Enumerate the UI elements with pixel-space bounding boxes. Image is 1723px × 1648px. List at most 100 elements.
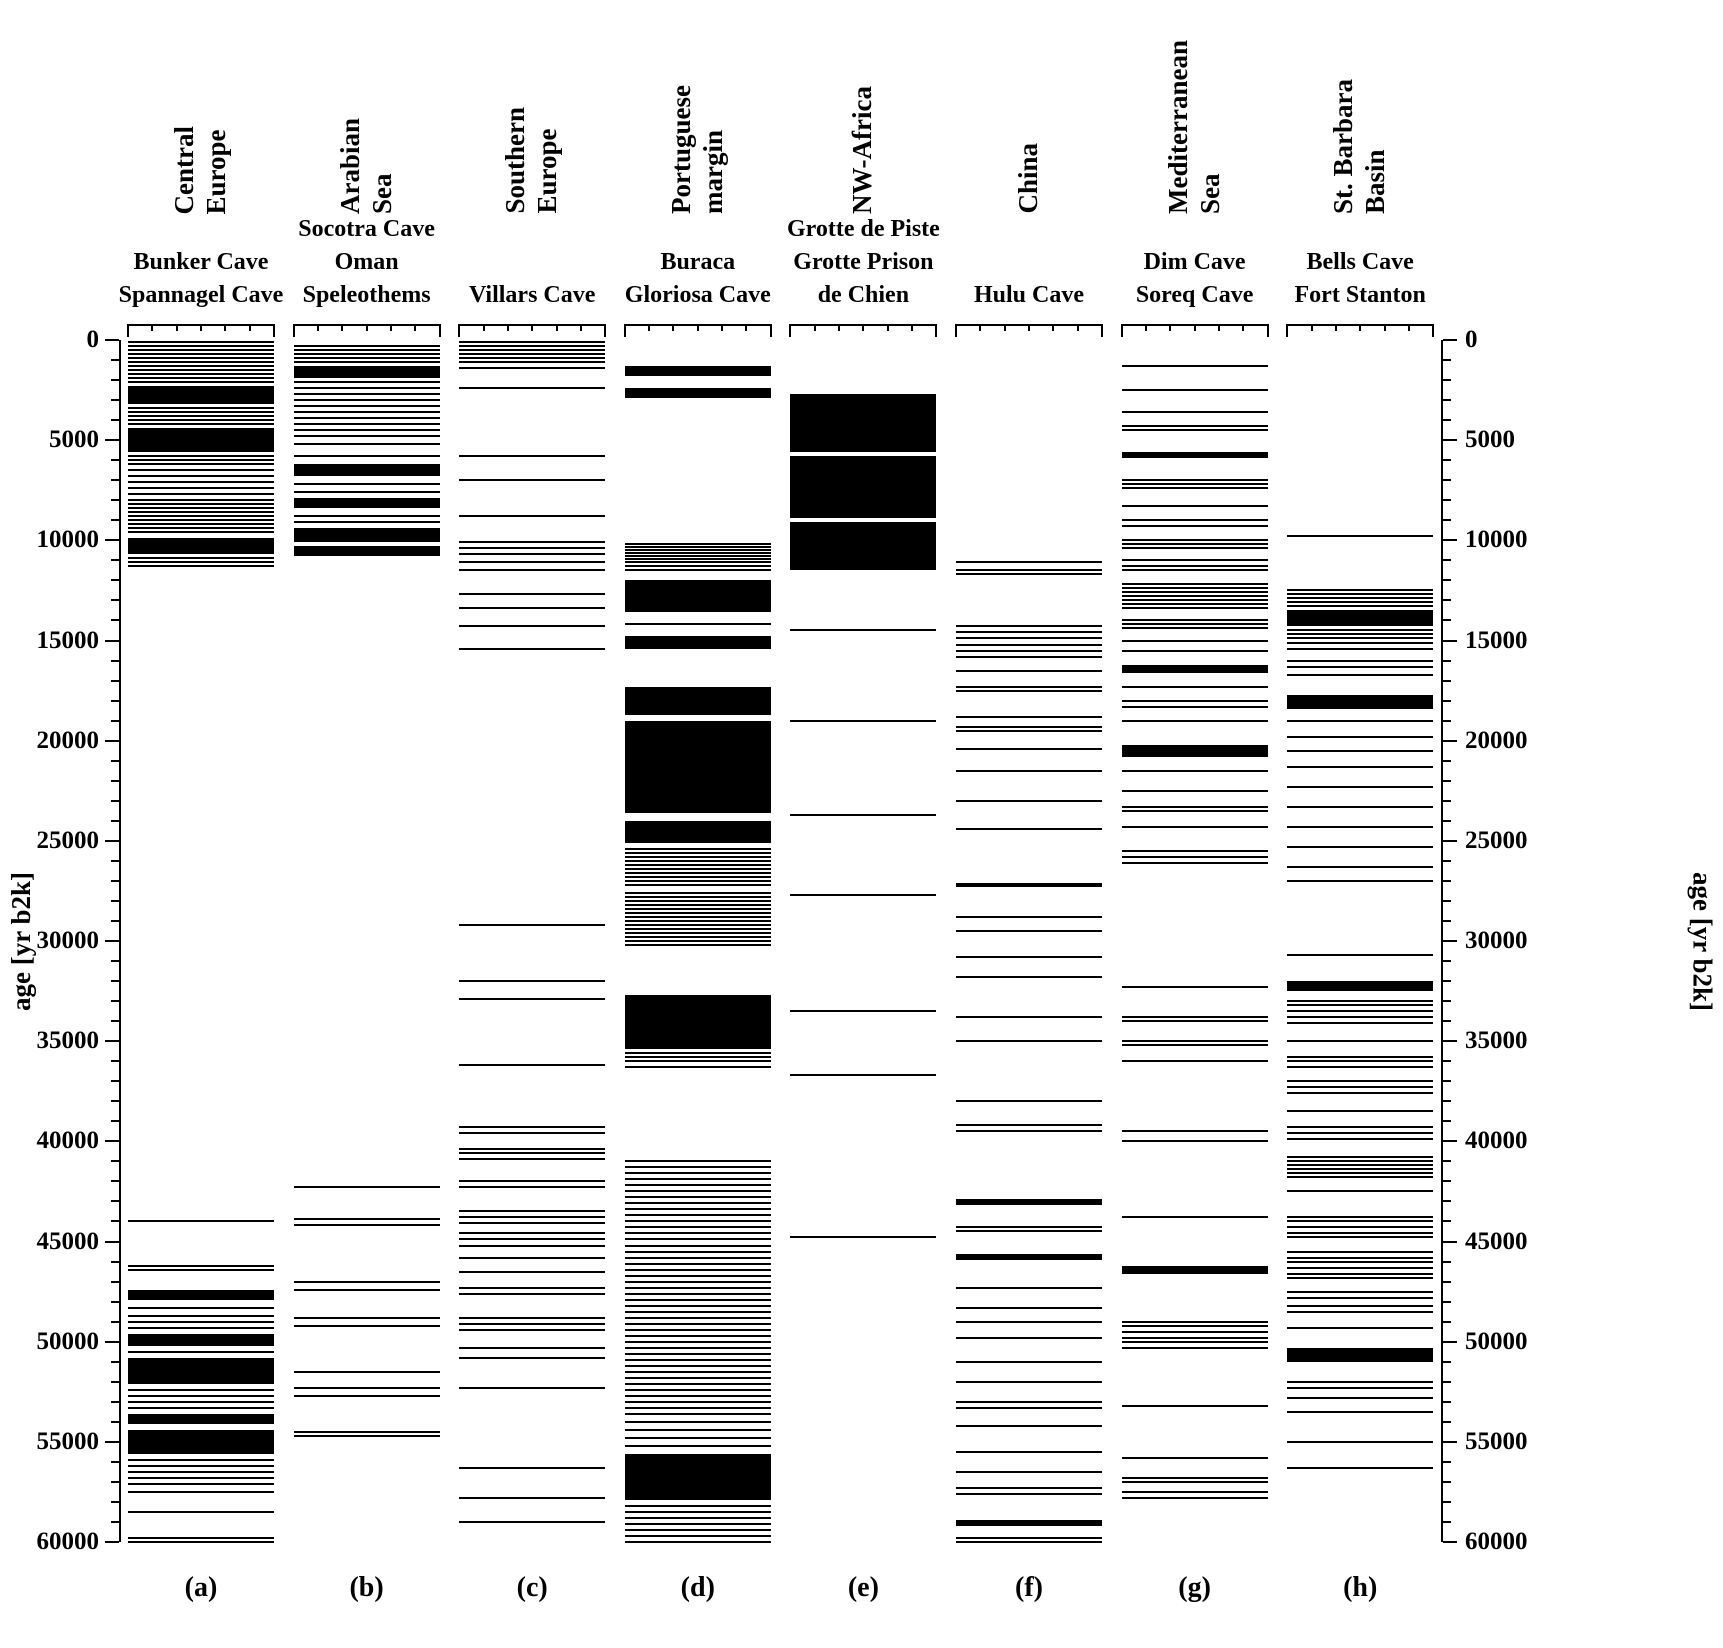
ruler-tick (1169, 324, 1172, 331)
age-mark (1121, 569, 1268, 572)
right-axis-tick (1443, 499, 1451, 502)
age-mark (1121, 805, 1268, 808)
age-mark (624, 1286, 771, 1289)
age-mark (1121, 365, 1268, 368)
age-mark (293, 1434, 440, 1437)
left-axis-tick (105, 1340, 119, 1343)
left-axis-tick-label: 50000 (36, 1327, 100, 1355)
age-mark (459, 541, 606, 544)
column-letter: (a) (184, 1572, 218, 1603)
age-mark (293, 455, 440, 458)
age-mark (459, 569, 606, 572)
age-mark (624, 859, 771, 862)
right-axis-tick (1443, 1260, 1451, 1263)
age-mark (293, 443, 440, 446)
age-mark (1287, 1290, 1434, 1293)
age-mark (128, 1388, 274, 1391)
site-label: Bunker Cave (133, 249, 269, 275)
ruler-tick (365, 324, 368, 331)
age-mark (128, 1482, 274, 1485)
age-mark (624, 623, 771, 626)
age-mark (624, 1428, 771, 1431)
age-mark (956, 573, 1102, 576)
age-mark (459, 1148, 606, 1151)
left-axis-tick (111, 1460, 119, 1463)
age-mark (1287, 1004, 1434, 1007)
age-mark (956, 1199, 1102, 1206)
age-mark (293, 417, 440, 420)
right-axis-tick-label: 25000 (1465, 826, 1528, 854)
left-axis-tick (111, 1280, 119, 1283)
age-mark (956, 799, 1102, 802)
age-mark (624, 1056, 771, 1059)
age-mark (128, 1476, 274, 1479)
age-mark (956, 1519, 1102, 1526)
age-mark (293, 1370, 440, 1373)
age-mark (1121, 505, 1268, 508)
left-axis-tick (111, 1520, 119, 1523)
left-axis-tick (111, 1000, 119, 1003)
right-axis-tick (1443, 519, 1451, 522)
right-axis-tick-label: 10000 (1465, 526, 1528, 554)
age-mark (1287, 629, 1434, 632)
left-axis-tick (111, 399, 119, 402)
left-axis-tick (105, 1240, 119, 1243)
left-axis-tick (111, 1320, 119, 1323)
barcode-column (459, 340, 606, 1542)
age-mark (459, 455, 606, 458)
site-labels: Hulu Cave (940, 210, 1118, 312)
age-mark (128, 1306, 274, 1309)
age-mark (459, 387, 606, 390)
age-mark (624, 1292, 771, 1295)
right-axis-tick (1443, 1541, 1457, 1543)
left-axis-tick (111, 1180, 119, 1183)
left-axis-tick (105, 639, 119, 642)
age-mark (1121, 559, 1268, 562)
right-axis-tick (1443, 339, 1457, 341)
age-mark (624, 549, 771, 552)
age-mark (956, 1253, 1102, 1260)
age-mark (624, 1376, 771, 1379)
right-axis-tick (1443, 739, 1457, 742)
age-mark (624, 1166, 771, 1169)
age-mark (956, 689, 1102, 692)
age-mark (624, 636, 771, 649)
left-axis-tick (111, 899, 119, 902)
left-axis-tick (111, 980, 119, 983)
region-label: NW-Africa (847, 86, 878, 214)
age-mark (293, 498, 440, 509)
age-mark (1287, 1256, 1434, 1259)
age-mark (1287, 673, 1434, 676)
right-axis-tick (1443, 659, 1451, 662)
age-mark (1121, 603, 1268, 606)
age-mark (1287, 605, 1434, 608)
age-mark (956, 1492, 1102, 1495)
left-axis-tick (111, 559, 119, 562)
age-mark (459, 647, 606, 650)
age-mark (128, 1536, 274, 1539)
age-mark (1287, 601, 1434, 604)
left-axis-tick (111, 1060, 119, 1063)
age-mark (459, 1238, 606, 1241)
age-mark (459, 1132, 606, 1135)
age-mark (956, 725, 1102, 728)
age-mark (128, 469, 274, 472)
right-axis-tick (1443, 1020, 1451, 1023)
age-mark (1121, 719, 1268, 722)
age-mark (128, 538, 274, 555)
site-label: Bells Cave (1306, 249, 1414, 275)
column-axis-ruler (458, 324, 607, 338)
left-axis-tick (111, 759, 119, 762)
ruler-tick (696, 324, 699, 331)
age-mark (1287, 1060, 1434, 1063)
age-mark (293, 1224, 440, 1227)
age-mark (956, 715, 1102, 718)
left-axis-tick (105, 839, 119, 842)
ruler-tick (1286, 324, 1289, 337)
ruler-tick (911, 324, 914, 331)
site-label: Grotte Prison (793, 249, 934, 275)
site-label: Speleothems (302, 282, 431, 308)
left-axis-line (119, 340, 121, 1542)
age-mark (956, 747, 1102, 750)
age-mark (128, 1289, 274, 1300)
